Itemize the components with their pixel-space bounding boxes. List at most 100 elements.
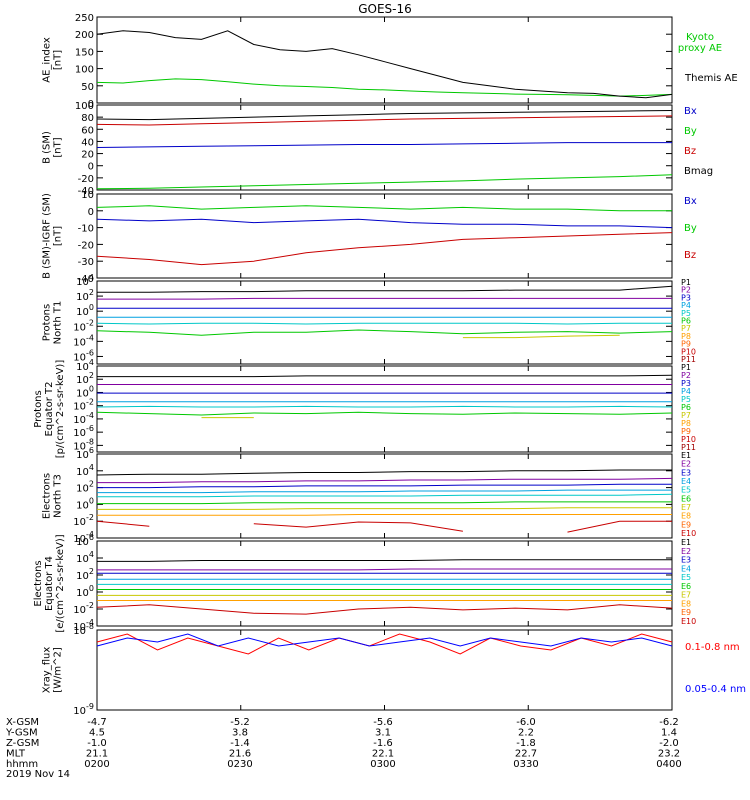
footer-value: 4.5 [89, 728, 105, 739]
series-line-P5 [96, 322, 672, 325]
legend-label: P1 [681, 278, 691, 287]
series-line-E2 [97, 568, 672, 571]
legend-label: E8 [681, 512, 691, 521]
legend-label: P5 [681, 309, 691, 318]
legend-label: E4 [681, 564, 691, 573]
footer-value: 3.8 [232, 728, 248, 739]
y-tick-label: 106 [76, 446, 94, 461]
footer-value: 0300 [370, 759, 395, 770]
series-line-E4 [97, 489, 672, 494]
legend-label: Themis AE [684, 73, 738, 84]
series-line-P7 [462, 334, 620, 339]
y-tick-label: -20 [78, 240, 94, 251]
y-tick-label: 102 [76, 288, 94, 303]
series-line-E8 [97, 514, 672, 516]
panel-frame [96, 629, 673, 711]
legend-label: P5 [681, 395, 691, 404]
panel-frame [96, 540, 673, 627]
y-tick-label: 102 [76, 371, 94, 386]
footer-value: 2.2 [518, 728, 534, 739]
series-line-E10 [253, 521, 463, 532]
footer-value: -1.0 [87, 738, 107, 749]
footer-value: -5.6 [373, 717, 393, 728]
series-line-P2 [97, 297, 672, 300]
y-tick-label: 150 [75, 47, 94, 58]
y-tick-label: 10-6 [73, 348, 94, 363]
y-tick-label: 10-2 [73, 398, 94, 413]
legend-label: E2 [681, 460, 691, 469]
y-tick-label: 10-2 [73, 601, 94, 616]
series-line-E7 [97, 507, 672, 510]
legend-label: P8 [681, 419, 691, 428]
legend-label: By [684, 126, 697, 137]
footer-value: 0200 [84, 759, 109, 770]
y-tick-label: 10-4 [73, 618, 94, 633]
y-tick-label: 10-9 [73, 702, 94, 717]
legend-label: E5 [681, 573, 691, 582]
y-tick-label: 10-8 [73, 437, 94, 452]
y-tick-label: 102 [76, 480, 94, 495]
y-tick-label: 20 [81, 150, 94, 161]
y-tick-label: 10-8 [73, 622, 94, 637]
y-tick-label: 10 [81, 190, 94, 201]
footer-value: 0400 [656, 759, 681, 770]
legend-label: E3 [681, 468, 691, 477]
legend-label: P4 [681, 387, 691, 396]
legend-label: P9 [681, 427, 691, 436]
panel-8: 10-8 10-9 Xray_flux[W/m^2] 0.1-0.8 nm 0.05-0… [42, 622, 747, 717]
series-line-Kyoto-proxy-AE [96, 78, 673, 97]
panel-frame [96, 193, 673, 279]
footer-row-label: Y-GSM [5, 728, 38, 739]
y-tick-label: -10 [78, 224, 94, 235]
series-line-E10 [567, 520, 672, 533]
y-axis-label: ElectronsEquator T4[e/(cm^2-s-sr-keV)] [33, 534, 66, 632]
y-axis-label: ElectronsNorth T3 [42, 473, 64, 519]
legend-label: P2 [681, 371, 691, 380]
footer-value: 0330 [513, 759, 538, 770]
legend-label: P10 [681, 435, 696, 444]
footer-row-label: hhmm [6, 759, 38, 770]
series-line-E1 [97, 559, 672, 562]
y-tick-label: 100 [76, 384, 94, 399]
legend-label: E6 [681, 494, 691, 503]
legend-label: Bx [684, 106, 697, 117]
y-tick-label: -40 [78, 186, 94, 197]
panel-frame [96, 280, 673, 365]
y-tick-label: 250 [75, 13, 94, 24]
legend-label: By [684, 223, 697, 234]
footer-value: 3.1 [375, 728, 391, 739]
footer-value: -2.0 [659, 738, 679, 749]
y-axis-label: B (SM)-IGRF (SM)[nT] [42, 193, 64, 279]
series-line-E1 [96, 469, 672, 476]
y-tick-label: 100 [75, 101, 94, 112]
legend-label: P3 [681, 293, 691, 302]
series-line-Bz [96, 232, 673, 266]
y-tick-label: 106 [76, 533, 94, 548]
footer-value: 22.1 [372, 749, 394, 760]
legend-label: E6 [681, 582, 691, 591]
legend-label: Bz [684, 250, 696, 261]
series-line-By [96, 174, 673, 190]
legend-label: P11 [681, 443, 696, 452]
y-tick-label: -20 [78, 174, 94, 185]
y-tick-label: 10-2 [73, 318, 94, 333]
footer-value: -4.7 [87, 717, 107, 728]
footer-value: -6.2 [659, 717, 679, 728]
legend-label: 0.1-0.8 nm [685, 642, 740, 653]
series-line-P6 [96, 411, 673, 416]
footer-row-label: X-GSM [6, 717, 39, 728]
footer-date: 2019 Nov 14 [6, 769, 70, 780]
series-line-P1 [97, 285, 673, 293]
legend-label: P7 [681, 411, 691, 420]
legend-label: P4 [681, 301, 691, 310]
legend-label: E9 [681, 608, 691, 617]
legend-label: E9 [681, 520, 691, 529]
legend-label: Bz [684, 146, 696, 157]
y-tick-label: 104 [76, 358, 94, 373]
y-tick-label: -30 [78, 257, 94, 268]
legend-label: E1 [681, 538, 691, 547]
legend-label: P10 [681, 347, 696, 356]
